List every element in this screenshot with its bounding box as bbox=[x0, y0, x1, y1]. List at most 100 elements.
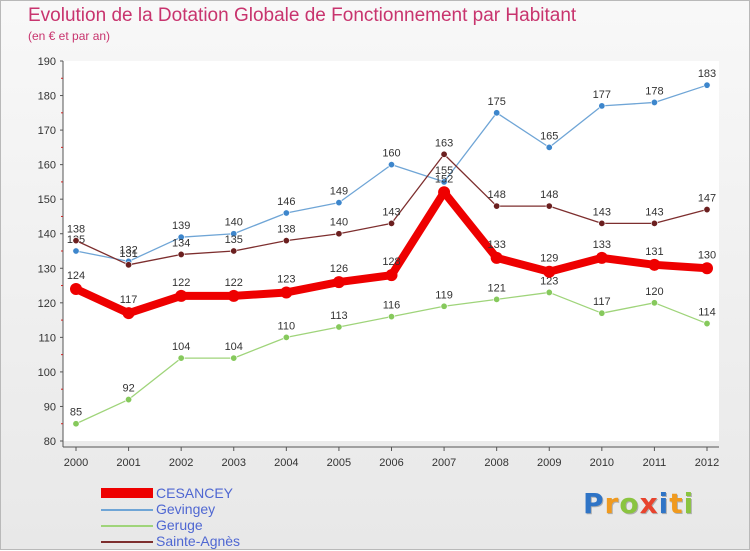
data-point-cesancey bbox=[543, 265, 556, 278]
x-tick-label: 2010 bbox=[590, 457, 614, 469]
y-tick-label: 190 bbox=[38, 56, 56, 68]
data-point-sainte-agn-s bbox=[335, 230, 343, 238]
data-label-gevingey: 132 bbox=[119, 244, 137, 256]
data-label-gevingey: 155 bbox=[435, 165, 453, 177]
data-point-geruge bbox=[177, 354, 185, 362]
data-point-gevingey bbox=[493, 109, 501, 117]
data-label-geruge: 104 bbox=[172, 341, 190, 353]
legend-swatch-cesancey bbox=[101, 488, 153, 498]
data-point-sainte-agn-s bbox=[230, 247, 238, 255]
data-label-sainte-agn-s: 147 bbox=[698, 193, 716, 205]
y-tick-label: 100 bbox=[38, 367, 56, 379]
data-label-cesancey: 130 bbox=[698, 249, 716, 261]
data-point-cesancey bbox=[595, 251, 608, 264]
data-label-gevingey: 139 bbox=[172, 220, 190, 232]
data-point-sainte-agn-s bbox=[598, 219, 606, 227]
logo-letter: P bbox=[583, 487, 605, 520]
data-point-sainte-agn-s bbox=[650, 219, 658, 227]
data-point-cesancey bbox=[332, 276, 345, 289]
logo-letter: i bbox=[658, 487, 670, 520]
data-label-sainte-agn-s: 138 bbox=[67, 224, 85, 236]
data-label-cesancey: 131 bbox=[645, 246, 663, 258]
data-label-cesancey: 133 bbox=[487, 239, 505, 251]
data-point-geruge bbox=[335, 323, 343, 331]
data-label-cesancey: 133 bbox=[593, 239, 611, 251]
x-tick-label: 2007 bbox=[432, 457, 456, 469]
data-point-sainte-agn-s bbox=[177, 250, 185, 258]
data-label-sainte-agn-s: 135 bbox=[225, 234, 243, 246]
legend-item-sainte-agnes: Sainte-Agnès bbox=[101, 533, 321, 549]
legend-swatch-sainte-agnes bbox=[101, 541, 153, 543]
y-tick-label: 110 bbox=[38, 332, 56, 344]
data-label-sainte-agn-s: 143 bbox=[382, 206, 400, 218]
data-label-sainte-agn-s: 148 bbox=[540, 189, 558, 201]
data-point-cesancey bbox=[701, 262, 713, 275]
data-label-gevingey: 183 bbox=[698, 68, 716, 80]
data-label-geruge: 85 bbox=[70, 407, 82, 419]
data-point-geruge bbox=[598, 309, 606, 317]
x-tick-label: 2006 bbox=[379, 457, 403, 469]
data-label-geruge: 119 bbox=[435, 289, 453, 301]
data-point-sainte-agn-s bbox=[493, 202, 501, 210]
data-label-geruge: 121 bbox=[487, 282, 505, 294]
data-point-cesancey bbox=[438, 186, 451, 199]
logo-letter: t bbox=[669, 487, 684, 520]
data-point-geruge bbox=[440, 302, 448, 310]
data-label-geruge: 113 bbox=[330, 310, 348, 322]
x-tick-label: 2004 bbox=[274, 457, 298, 469]
data-point-gevingey bbox=[440, 178, 448, 186]
data-label-geruge: 114 bbox=[698, 307, 716, 319]
data-label-gevingey: 175 bbox=[487, 96, 505, 108]
x-tick-label: 2003 bbox=[222, 457, 246, 469]
data-point-geruge bbox=[703, 320, 711, 328]
proxiti-logo: Proxiti bbox=[583, 487, 694, 520]
data-point-sainte-agn-s bbox=[545, 202, 553, 210]
legend-item-cesancey: CESANCEY bbox=[101, 485, 321, 501]
data-label-geruge: 116 bbox=[383, 300, 401, 312]
data-point-gevingey bbox=[598, 102, 606, 110]
data-label-geruge: 117 bbox=[593, 296, 611, 308]
data-label-gevingey: 160 bbox=[382, 148, 400, 160]
data-label-sainte-agn-s: 140 bbox=[330, 217, 348, 229]
logo-letter: i bbox=[683, 487, 695, 520]
legend-label-gevingey: Gevingey bbox=[156, 501, 216, 517]
data-point-geruge bbox=[493, 295, 501, 303]
x-tick-label: 2002 bbox=[169, 457, 193, 469]
data-point-sainte-agn-s bbox=[440, 150, 448, 158]
logo-letter: r bbox=[604, 487, 620, 520]
y-tick-label: 180 bbox=[38, 91, 56, 103]
chart-subtitle: (en € et par an) bbox=[28, 29, 111, 43]
legend-label-sainte-agnes: Sainte-Agnès bbox=[156, 533, 241, 549]
data-point-cesancey bbox=[648, 258, 661, 271]
data-point-cesancey bbox=[70, 283, 82, 295]
data-point-gevingey bbox=[650, 98, 658, 106]
data-label-sainte-agn-s: 138 bbox=[277, 224, 295, 236]
x-tick-label: 2001 bbox=[116, 457, 140, 469]
data-point-cesancey bbox=[490, 251, 503, 264]
data-label-sainte-agn-s: 163 bbox=[435, 137, 453, 149]
data-label-cesancey: 117 bbox=[120, 294, 138, 306]
data-label-geruge: 123 bbox=[540, 275, 558, 287]
data-label-gevingey: 178 bbox=[645, 85, 663, 97]
y-tick-label: 120 bbox=[38, 298, 56, 310]
data-point-gevingey bbox=[545, 143, 553, 151]
data-label-sainte-agn-s: 134 bbox=[172, 237, 190, 249]
legend-item-gevingey: Gevingey bbox=[101, 501, 321, 517]
legend: CESANCEY Gevingey Geruge Sainte-Agnès bbox=[101, 485, 321, 549]
data-point-sainte-agn-s bbox=[72, 237, 80, 245]
data-label-gevingey: 149 bbox=[330, 186, 348, 198]
x-tick-label: 2012 bbox=[695, 457, 719, 469]
data-point-geruge bbox=[650, 299, 658, 307]
legend-label-geruge: Geruge bbox=[156, 517, 203, 533]
data-point-geruge bbox=[72, 420, 80, 428]
y-tick-label: 170 bbox=[38, 125, 56, 137]
data-label-cesancey: 124 bbox=[67, 270, 85, 282]
data-label-geruge: 104 bbox=[225, 341, 243, 353]
x-tick-label: 2009 bbox=[537, 457, 561, 469]
x-tick-label: 2000 bbox=[64, 457, 88, 469]
legend-swatch-geruge bbox=[101, 525, 153, 527]
legend-label-cesancey: CESANCEY bbox=[156, 485, 234, 501]
plot-area bbox=[63, 61, 719, 441]
data-point-gevingey bbox=[387, 161, 395, 169]
